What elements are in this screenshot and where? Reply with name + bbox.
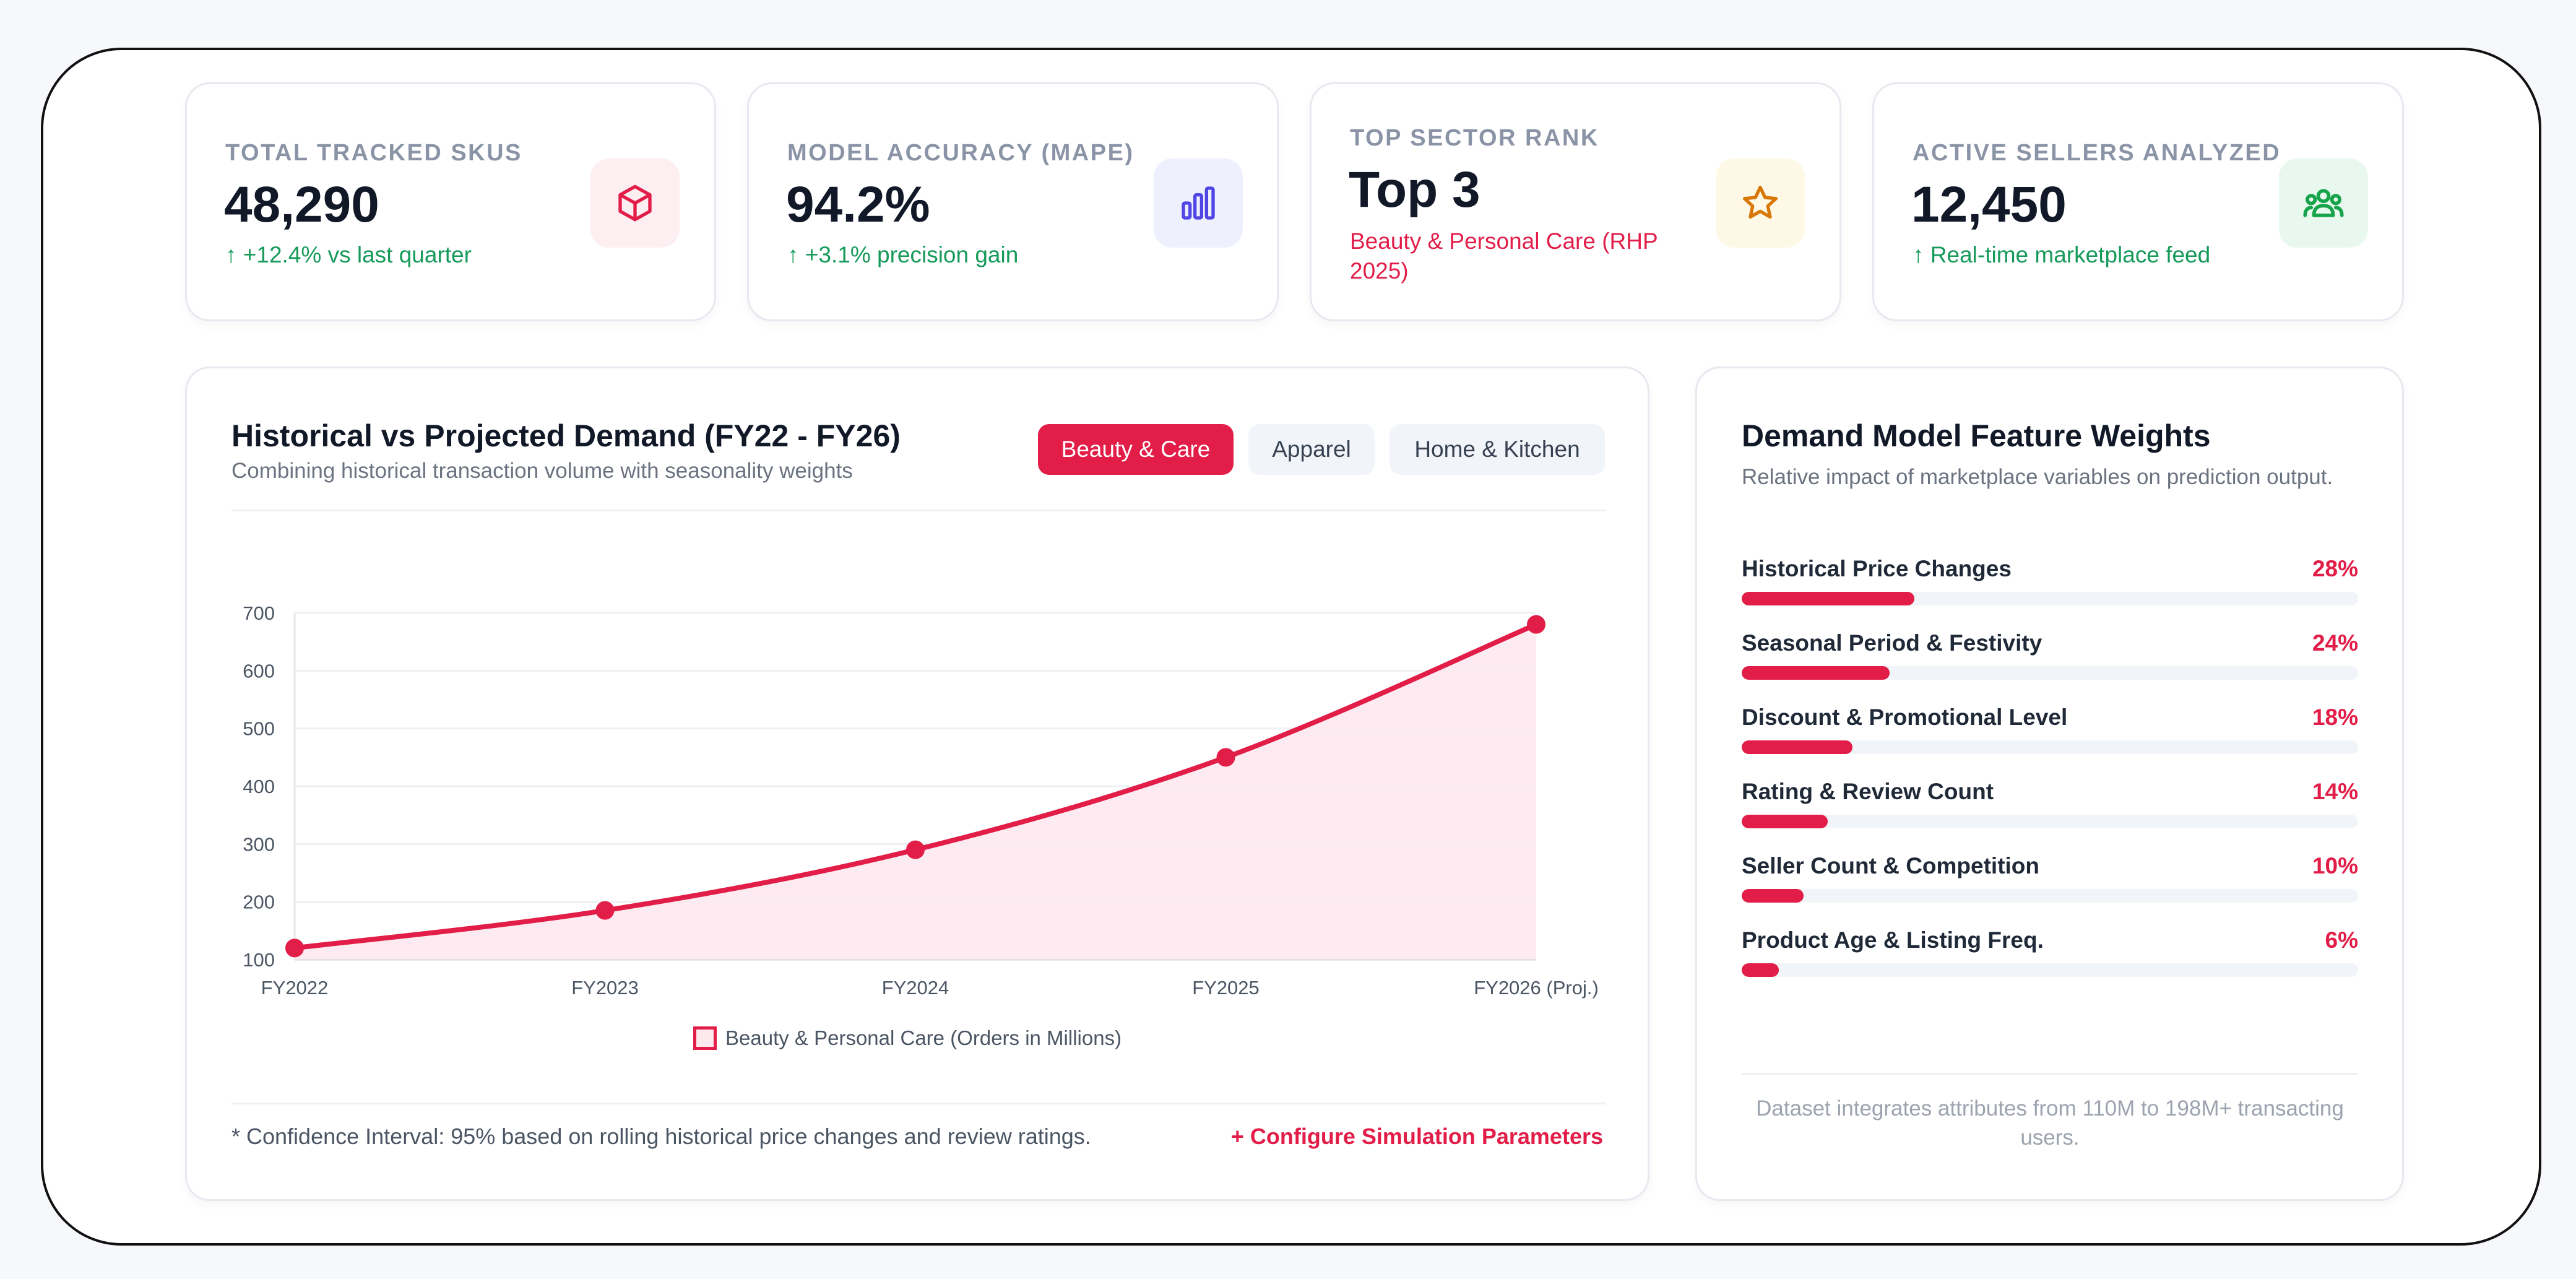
- x-tick-label: FY2026 (Proj.): [1474, 977, 1599, 999]
- kpi-trend: ↑ +3.1% precision gain: [787, 242, 1019, 267]
- kpi-card-active-sellers: ACTIVE SELLERS ANALYZED 12,450 ↑ Real-ti…: [1872, 82, 2404, 321]
- demand-line-chart: 100 200 300 400 500 600 700 FY2022 FY2023 FY2024…: [243, 602, 1599, 999]
- feature-name: Rating & Review Count: [1742, 779, 1994, 804]
- data-point: [595, 901, 615, 920]
- kpi-value: Top 3: [1349, 162, 1480, 218]
- feature-row: Discount & Promotional Level 18%: [1742, 705, 2358, 754]
- demand-chart-panel: Historical vs Projected Demand (FY22 - F…: [185, 366, 1649, 1201]
- feature-percent: 28%: [2312, 556, 2358, 581]
- feature-percent: 24%: [2312, 630, 2358, 656]
- feature-name: Seller Count & Competition: [1742, 853, 2039, 878]
- y-tick-label: 200: [243, 891, 275, 913]
- x-tick-label: FY2024: [882, 977, 949, 999]
- chart-footer-divider: [231, 1103, 1606, 1104]
- kpi-trend: ↑ Real-time marketplace feed: [1913, 242, 2211, 267]
- kpi-label: TOTAL TRACKED SKUS: [225, 140, 522, 166]
- chart-legend[interactable]: Beauty & Personal Care (Orders in Millio…: [693, 1026, 1122, 1050]
- chart-header-divider: [231, 509, 1606, 511]
- feature-weights-subtitle: Relative impact of marketplace variables…: [1742, 465, 2333, 489]
- confidence-footnote: * Confidence Interval: 95% based on roll…: [231, 1124, 1091, 1149]
- kpi-icon-box: [1716, 158, 1805, 248]
- tab-beauty-care[interactable]: Beauty & Care: [1038, 424, 1234, 475]
- box-icon: [618, 184, 652, 222]
- feature-footer-divider: [1742, 1073, 2358, 1075]
- feature-row: Seasonal Period & Festivity 24%: [1742, 630, 2358, 680]
- chart-subtitle: Combining historical transaction volume …: [231, 459, 853, 483]
- kpi-card-top-sector: TOP SECTOR RANK Top 3 Beauty & Personal …: [1310, 82, 1841, 321]
- y-tick-label: 400: [243, 776, 275, 797]
- kpi-label: ACTIVE SELLERS ANALYZED: [1913, 140, 2281, 166]
- chart-x-ticks: FY2022 FY2023 FY2024 FY2025 FY2026 (Proj.): [261, 977, 1599, 999]
- chart-y-ticks: 100 200 300 400 500 600 700: [243, 602, 275, 971]
- x-tick-label: FY2022: [261, 977, 329, 999]
- feature-row: Historical Price Changes 28%: [1742, 556, 2358, 605]
- x-tick-label: FY2023: [571, 977, 639, 999]
- kpi-icon-box: [590, 158, 680, 248]
- feature-row: Seller Count & Competition 10%: [1742, 853, 2358, 903]
- kpi-value: 94.2%: [786, 176, 930, 233]
- kpi-value: 48,290: [224, 176, 379, 233]
- feature-bar-fill: [1742, 592, 1914, 605]
- legend-swatch: [693, 1026, 717, 1050]
- feature-row: Rating & Review Count 14%: [1742, 779, 2358, 828]
- kpi-value: 12,450: [1911, 176, 2067, 233]
- feature-bar-track: [1742, 666, 2358, 680]
- feature-percent: 6%: [2325, 927, 2358, 953]
- feature-weights-title: Demand Model Feature Weights: [1742, 418, 2211, 453]
- feature-name: Seasonal Period & Festivity: [1742, 630, 2042, 656]
- chart-title: Historical vs Projected Demand (FY22 - F…: [231, 418, 901, 453]
- feature-weights-panel: Demand Model Feature Weights Relative im…: [1695, 366, 2404, 1201]
- x-tick-label: FY2025: [1192, 977, 1260, 999]
- bar-chart-icon: [1182, 186, 1215, 220]
- kpi-label: TOP SECTOR RANK: [1350, 125, 1599, 151]
- y-tick-label: 500: [243, 718, 275, 740]
- feature-percent: 14%: [2312, 779, 2358, 804]
- tab-apparel[interactable]: Apparel: [1248, 424, 1375, 475]
- y-tick-label: 100: [243, 949, 275, 971]
- feature-bar-track: [1742, 889, 2358, 903]
- feature-percent: 10%: [2312, 853, 2358, 878]
- kpi-subtitle: Beauty & Personal Care (RHP 2025): [1350, 228, 1658, 284]
- y-tick-label: 300: [243, 833, 275, 855]
- data-point: [906, 840, 925, 859]
- feature-name: Product Age & Listing Freq.: [1742, 927, 2044, 953]
- kpi-label: MODEL ACCURACY (MAPE): [787, 140, 1135, 166]
- feature-bar-fill: [1742, 815, 1828, 828]
- kpi-card-total-skus: TOTAL TRACKED SKUS 48,290 ↑ +12.4% vs la…: [185, 82, 716, 321]
- kpi-icon-box: [2279, 158, 2368, 248]
- y-tick-label: 700: [243, 602, 275, 624]
- kpi-icon-box: [1154, 158, 1243, 248]
- legend-label: Beauty & Personal Care (Orders in Millio…: [725, 1026, 1122, 1049]
- feature-percent: 18%: [2312, 705, 2358, 730]
- feature-bar-track: [1742, 740, 2358, 754]
- data-point: [1216, 748, 1235, 767]
- feature-bar-track: [1742, 963, 2358, 977]
- feature-name: Discount & Promotional Level: [1742, 705, 2068, 730]
- feature-row: Product Age & Listing Freq. 6%: [1742, 927, 2358, 977]
- users-icon: [2303, 189, 2344, 217]
- configure-simulation-link[interactable]: + Configure Simulation Parameters: [1230, 1124, 1603, 1149]
- data-point: [285, 939, 304, 958]
- star-icon: [1743, 186, 1778, 219]
- feature-bar-fill: [1742, 889, 1804, 903]
- kpi-trend: ↑ +12.4% vs last quarter: [225, 242, 472, 267]
- feature-bar-fill: [1742, 963, 1779, 977]
- feature-bar-fill: [1742, 740, 1853, 754]
- feature-bar-track: [1742, 815, 2358, 828]
- data-point: [1527, 615, 1545, 634]
- feature-bar-fill: [1742, 666, 1890, 680]
- series-area-fill: [295, 624, 1536, 960]
- dataset-note: Dataset integrates attributes from 110M …: [1756, 1096, 2344, 1150]
- series-points: [285, 615, 1545, 958]
- kpi-card-model-accuracy: MODEL ACCURACY (MAPE) 94.2% ↑ +3.1% prec…: [747, 82, 1279, 321]
- feature-bar-track: [1742, 592, 2358, 605]
- feature-name: Historical Price Changes: [1742, 556, 2012, 581]
- tab-home-kitchen[interactable]: Home & Kitchen: [1390, 424, 1605, 475]
- y-tick-label: 600: [243, 660, 275, 682]
